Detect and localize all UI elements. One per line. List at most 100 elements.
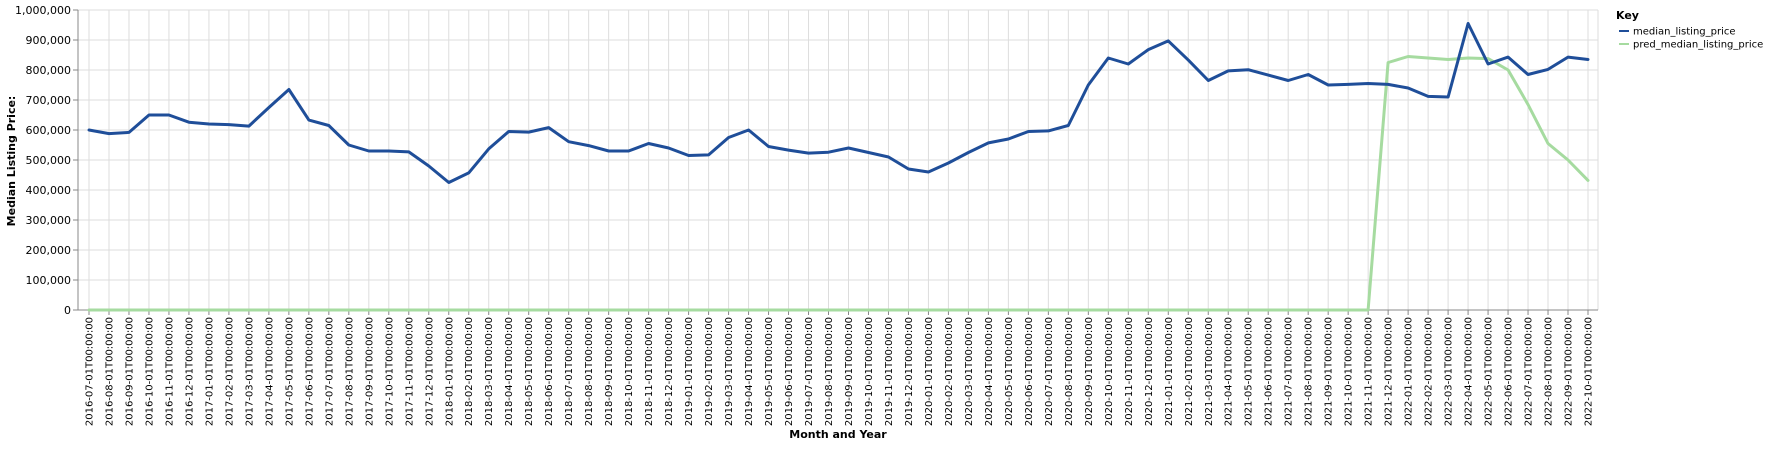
- x-tick-label: 2016-12-01T00:00:00: [184, 317, 195, 426]
- x-tick-label: 2017-10-01T00:00:00: [384, 317, 395, 426]
- x-tick-label: 2019-07-01T00:00:00: [804, 317, 815, 426]
- x-tick-label: 2018-05-01T00:00:00: [524, 317, 535, 426]
- y-axis-title: Median Listing Price:: [5, 96, 18, 227]
- x-tick-label: 2022-01-01T00:00:00: [1404, 317, 1415, 426]
- x-tick-label: 2018-03-01T00:00:00: [484, 317, 495, 426]
- x-tick-label: 2022-09-01T00:00:00: [1564, 317, 1575, 426]
- x-tick-label: 2017-06-01T00:00:00: [304, 317, 315, 426]
- x-tick-label: 2018-02-01T00:00:00: [464, 317, 475, 426]
- x-tick-label: 2019-01-01T00:00:00: [684, 317, 695, 426]
- y-tick-label: 500,000: [26, 154, 72, 167]
- x-tick-label: 2016-07-01T00:00:00: [85, 317, 96, 426]
- y-tick-label: 800,000: [26, 64, 72, 77]
- x-tick-label: 2020-05-01T00:00:00: [1004, 317, 1015, 426]
- grid-lines: [78, 9, 1599, 311]
- series-line-median-listing-price: [87, 22, 1590, 184]
- x-tick-label: 2019-10-01T00:00:00: [864, 317, 875, 426]
- x-tick-label: 2017-07-01T00:00:00: [324, 317, 335, 426]
- x-tick-label: 2019-11-01T00:00:00: [884, 317, 895, 426]
- x-tick-label: 2016-08-01T00:00:00: [104, 317, 115, 426]
- x-tick-label: 2022-10-01T00:00:00: [1584, 317, 1595, 426]
- x-tick-label: 2020-01-01T00:00:00: [924, 317, 935, 426]
- y-tick-label: 0: [64, 304, 71, 317]
- x-tick-label: 2020-11-01T00:00:00: [1124, 317, 1135, 426]
- x-tick-label: 2021-12-01T00:00:00: [1384, 317, 1395, 426]
- x-tick-label: 2017-04-01T00:00:00: [264, 317, 275, 426]
- x-tick-label: 2021-01-01T00:00:00: [1164, 317, 1175, 426]
- x-tick-label: 2021-06-01T00:00:00: [1264, 317, 1275, 426]
- x-tick-label: 2018-08-01T00:00:00: [584, 317, 595, 426]
- x-tick-label: 2016-11-01T00:00:00: [164, 317, 175, 426]
- x-tick-label: 2021-03-01T00:00:00: [1204, 317, 1215, 426]
- y-tick-label: 1,000,000: [15, 4, 71, 17]
- y-tick-label: 100,000: [26, 274, 72, 287]
- x-tick-label: 2017-09-01T00:00:00: [364, 317, 375, 426]
- x-tick-label: 2022-07-01T00:00:00: [1524, 317, 1535, 426]
- x-tick-label: 2020-04-01T00:00:00: [984, 317, 995, 426]
- x-tick-label: 2021-04-01T00:00:00: [1224, 317, 1235, 426]
- x-axis-title: Month and Year: [789, 428, 887, 441]
- x-tick-label: 2017-08-01T00:00:00: [344, 317, 355, 426]
- x-tick-label: 2021-07-01T00:00:00: [1284, 317, 1295, 426]
- y-axis: 0 100,000 200,000 300,000 400,000 500,000 600,…: [15, 4, 79, 317]
- x-tick-label: 2021-11-01T00:00:00: [1364, 317, 1375, 426]
- y-tick-label: 200,000: [26, 244, 72, 257]
- legend: Key median_listing_price pred_median_list…: [1616, 9, 1763, 51]
- x-tick-label: 2017-11-01T00:00:00: [404, 317, 415, 426]
- x-tick-label: 2021-05-01T00:00:00: [1244, 317, 1255, 426]
- x-tick-label: 2019-12-01T00:00:00: [904, 317, 915, 426]
- x-tick-label: 2019-09-01T00:00:00: [844, 317, 855, 426]
- x-tick-label: 2018-06-01T00:00:00: [544, 317, 555, 426]
- x-tick-label: 2016-09-01T00:00:00: [124, 317, 135, 426]
- x-tick-label: 2018-01-01T00:00:00: [444, 317, 455, 426]
- x-tick-label: 2019-06-01T00:00:00: [784, 317, 795, 426]
- x-tick-label: 2022-04-01T00:00:00: [1464, 317, 1475, 426]
- x-tick-label: 2022-06-01T00:00:00: [1504, 317, 1515, 426]
- x-tick-label: 2017-12-01T00:00:00: [424, 317, 435, 426]
- legend-label: pred_median_listing_price: [1633, 40, 1763, 51]
- x-tick-label: 2018-12-01T00:00:00: [664, 317, 675, 426]
- x-tick-label: 2016-10-01T00:00:00: [144, 317, 155, 426]
- x-tick-label: 2020-09-01T00:00:00: [1084, 317, 1095, 426]
- series-line-pred-median-listing-price: [87, 55, 1590, 312]
- x-tick-label: 2022-08-01T00:00:00: [1544, 317, 1555, 426]
- x-tick-label: 2022-03-01T00:00:00: [1444, 317, 1455, 426]
- x-tick-label: 2022-02-01T00:00:00: [1424, 317, 1435, 426]
- x-tick-label: 2017-02-01T00:00:00: [224, 317, 235, 426]
- y-tick-label: 300,000: [26, 214, 72, 227]
- x-tick-label: 2022-05-01T00:00:00: [1484, 317, 1495, 426]
- series-lines: [87, 22, 1590, 312]
- x-tick-label: 2020-02-01T00:00:00: [944, 317, 955, 426]
- x-tick-label: 2020-12-01T00:00:00: [1144, 317, 1155, 426]
- x-tick-label: 2019-04-01T00:00:00: [744, 317, 755, 426]
- x-tick-label: 2021-10-01T00:00:00: [1344, 317, 1355, 426]
- x-tick-label: 2018-10-01T00:00:00: [624, 317, 635, 426]
- x-tick-label: 2021-08-01T00:00:00: [1304, 317, 1315, 426]
- legend-title: Key: [1616, 9, 1639, 22]
- x-tick-label: 2017-05-01T00:00:00: [284, 317, 295, 426]
- x-tick-label: 2019-03-01T00:00:00: [724, 317, 735, 426]
- x-tick-label: 2018-07-01T00:00:00: [564, 317, 575, 426]
- legend-label: median_listing_price: [1633, 27, 1736, 38]
- x-tick-label: 2018-04-01T00:00:00: [504, 317, 515, 426]
- x-tick-label: 2020-06-01T00:00:00: [1024, 317, 1035, 426]
- x-axis: 2016-07-01T00:00:00 2016-08-01T00:00:00 20…: [78, 309, 1598, 426]
- x-tick-label: 2021-02-01T00:00:00: [1184, 317, 1195, 426]
- x-tick-label: 2018-09-01T00:00:00: [604, 317, 615, 426]
- x-tick-label: 2017-01-01T00:00:00: [204, 317, 215, 426]
- x-tick-label: 2020-07-01T00:00:00: [1044, 317, 1055, 426]
- x-tick-label: 2018-11-01T00:00:00: [644, 317, 655, 426]
- x-tick-label: 2020-08-01T00:00:00: [1064, 317, 1075, 426]
- x-tick-label: 2017-03-01T00:00:00: [244, 317, 255, 426]
- y-tick-label: 400,000: [26, 184, 72, 197]
- y-tick-label: 700,000: [26, 94, 72, 107]
- x-tick-label: 2020-03-01T00:00:00: [964, 317, 975, 426]
- x-tick-label: 2019-05-01T00:00:00: [764, 317, 775, 426]
- x-tick-label: 2021-09-01T00:00:00: [1324, 317, 1335, 426]
- x-tick-label: 2019-02-01T00:00:00: [704, 317, 715, 426]
- y-tick-label: 900,000: [26, 34, 72, 47]
- x-tick-label: 2019-08-01T00:00:00: [824, 317, 835, 426]
- y-tick-label: 600,000: [26, 124, 72, 137]
